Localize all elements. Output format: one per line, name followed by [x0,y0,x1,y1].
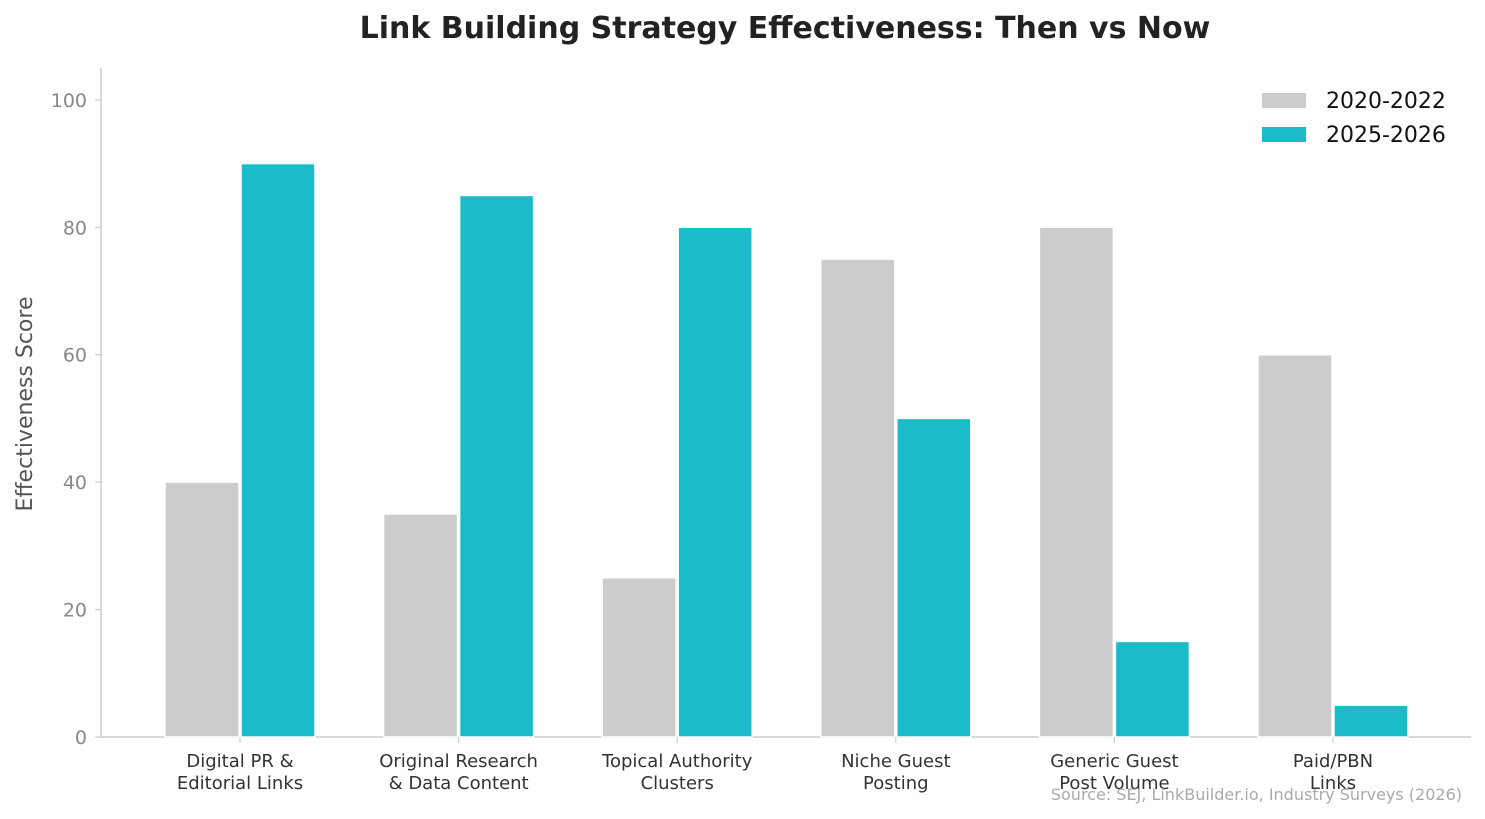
bar-2025-2026-5 [1333,704,1409,738]
category-label-line: Paid/PBN [1293,751,1373,772]
category-label: Original Research & Data Content [379,751,538,794]
bar-2025-2026-1 [458,194,535,738]
category-label-line: Clusters [641,773,714,794]
category-label-line: Editorial Links [177,773,303,794]
category-label: Digital PR & Editorial Links [177,751,303,794]
bar-2020-2022-5 [1257,353,1333,738]
category-label: Topical Authority Clusters [601,751,753,794]
category-label: Paid/PBN Links [1293,751,1373,794]
bar-2025-2026-3 [896,417,972,738]
bar-2025-2026-4 [1114,640,1191,738]
category-label-line: Post Volume [1059,773,1169,794]
category-label-line: Topical Authority [601,751,753,772]
y-tick-label: 60 [63,345,87,367]
bar-2020-2022-3 [820,258,896,738]
y-tick-label: 20 [63,600,87,622]
source-note: Source: SEJ, LinkBuilder.io, Industry Su… [1051,785,1462,804]
category-label-line: Links [1310,773,1356,794]
legend-swatch [1262,127,1306,142]
legend-label: 2025-2026 [1326,123,1446,148]
category-label-line: Digital PR & [186,751,293,772]
category-label-line: Niche Guest [841,751,950,772]
bar-2025-2026-0 [240,162,316,738]
legend: 2020-2022 2025-2026 [1262,89,1446,148]
legend-label: 2020-2022 [1326,89,1446,114]
bar-2020-2022-0 [164,481,240,738]
y-axis: 0 20 40 60 80 100 [51,68,102,749]
y-tick-label: 100 [51,90,87,112]
legend-swatch [1262,93,1306,108]
category-label-line: & Data Content [389,773,529,794]
bar-2020-2022-4 [1038,226,1115,738]
x-axis: Digital PR & Editorial Links Original Rese… [101,736,1471,794]
category-label-line: Posting [863,773,929,794]
bar-2025-2026-2 [677,226,753,738]
bar-2020-2022-1 [382,513,459,738]
y-tick-label: 0 [75,727,87,749]
y-tick-label: 80 [63,217,87,239]
bar-2020-2022-2 [601,576,677,738]
y-tick-label: 40 [63,472,87,494]
category-label-line: Generic Guest [1050,751,1178,772]
category-label: Generic Guest Post Volume [1050,751,1178,794]
bars [164,162,1409,738]
chart-title: Link Building Strategy Effectiveness: Th… [360,11,1211,46]
y-axis-label: Effectiveness Score [13,297,38,512]
category-label: Niche Guest Posting [841,751,950,794]
category-label-line: Original Research [379,751,538,772]
